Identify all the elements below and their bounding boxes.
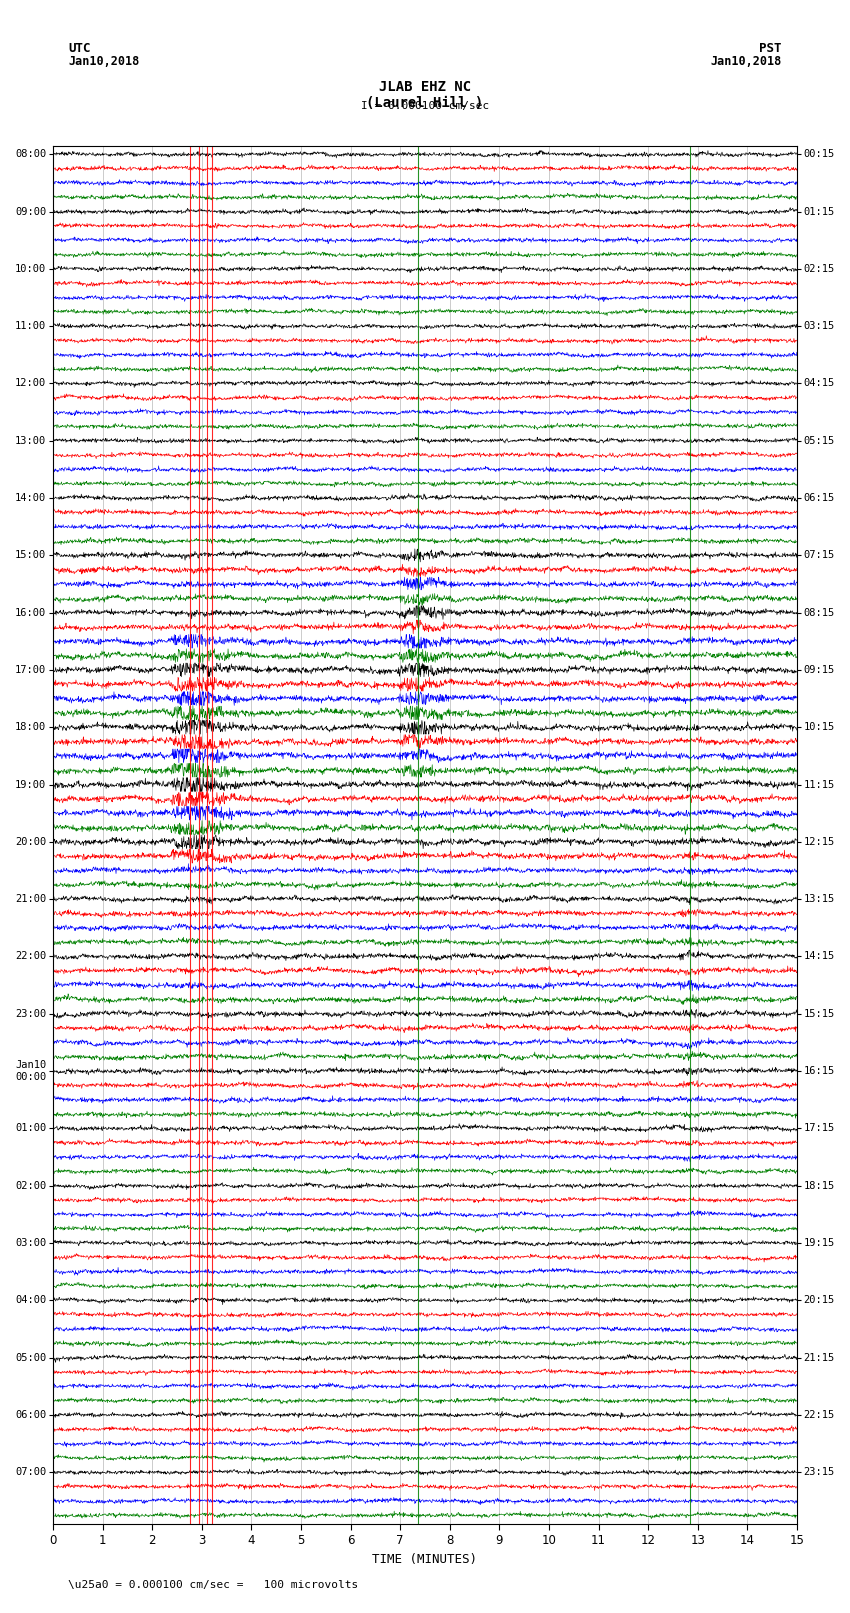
Text: \u25a0 = 0.000100 cm/sec =   100 microvolts: \u25a0 = 0.000100 cm/sec = 100 microvolt… [68,1581,358,1590]
Text: I = 0.000100 cm/sec: I = 0.000100 cm/sec [361,102,489,111]
X-axis label: TIME (MINUTES): TIME (MINUTES) [372,1553,478,1566]
Text: PST: PST [760,42,782,55]
Text: UTC: UTC [68,42,90,55]
Text: Jan10,2018: Jan10,2018 [711,55,782,68]
Text: Jan10,2018: Jan10,2018 [68,55,139,68]
Title: JLAB EHZ NC
(Laurel Hill ): JLAB EHZ NC (Laurel Hill ) [366,79,484,110]
